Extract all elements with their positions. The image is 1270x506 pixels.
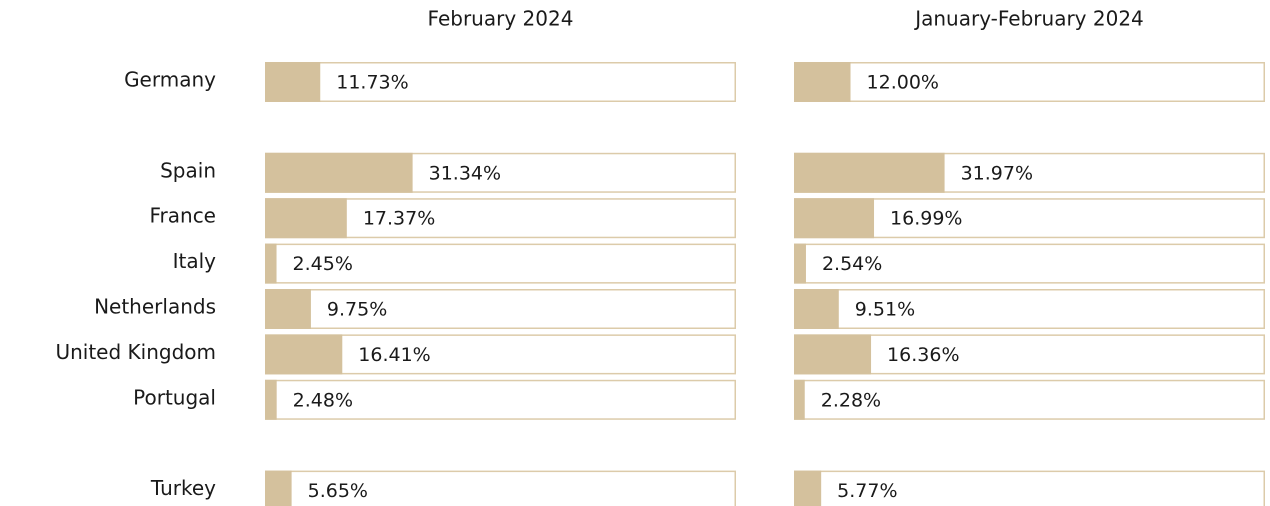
bar xyxy=(265,289,311,329)
bar-track xyxy=(794,470,1265,506)
panel-title: February 2024 xyxy=(428,7,574,31)
bar xyxy=(265,334,343,375)
panel-title: January-February 2024 xyxy=(913,7,1144,31)
value-label: 9.51% xyxy=(855,299,915,321)
value-label: 17.37% xyxy=(363,208,435,230)
bar xyxy=(265,152,413,193)
value-label: 2.54% xyxy=(822,253,882,275)
bar xyxy=(794,470,822,506)
bar xyxy=(265,470,292,506)
value-label: 31.97% xyxy=(961,162,1033,184)
category-label: Netherlands xyxy=(94,295,216,319)
bar-track xyxy=(265,289,736,329)
bar-track xyxy=(794,379,1265,420)
value-label: 2.48% xyxy=(293,389,353,411)
bar xyxy=(794,152,945,193)
value-label: 5.77% xyxy=(837,480,897,502)
value-label: 11.73% xyxy=(336,72,408,94)
bar-track xyxy=(794,62,1265,102)
bar-track xyxy=(794,334,1265,375)
bar-track xyxy=(794,243,1265,284)
bar xyxy=(265,62,321,102)
value-label: 12.00% xyxy=(867,72,939,94)
bar xyxy=(265,379,277,420)
category-label: Germany xyxy=(124,68,216,92)
bar xyxy=(794,198,875,239)
category-label: France xyxy=(149,204,216,228)
value-label: 31.34% xyxy=(429,162,501,184)
bar xyxy=(794,379,805,420)
category-label: Spain xyxy=(160,158,216,182)
value-label: 9.75% xyxy=(327,299,387,321)
value-label: 5.65% xyxy=(308,480,368,502)
value-label: 16.36% xyxy=(887,344,959,366)
bar-track xyxy=(265,379,736,420)
value-label: 16.99% xyxy=(890,208,962,230)
bar xyxy=(794,334,872,375)
bar-track xyxy=(265,243,736,284)
category-label: Italy xyxy=(173,249,217,273)
bar xyxy=(794,62,851,102)
value-label: 2.28% xyxy=(821,389,881,411)
bar xyxy=(265,243,277,284)
bar-track xyxy=(265,62,736,102)
bar xyxy=(794,243,806,284)
category-label: Portugal xyxy=(133,385,216,409)
category-label: Turkey xyxy=(150,476,216,500)
bar xyxy=(794,289,839,329)
bar xyxy=(265,198,347,239)
category-label: United Kingdom xyxy=(55,340,216,364)
value-label: 2.45% xyxy=(293,253,353,275)
value-label: 16.41% xyxy=(358,344,430,366)
